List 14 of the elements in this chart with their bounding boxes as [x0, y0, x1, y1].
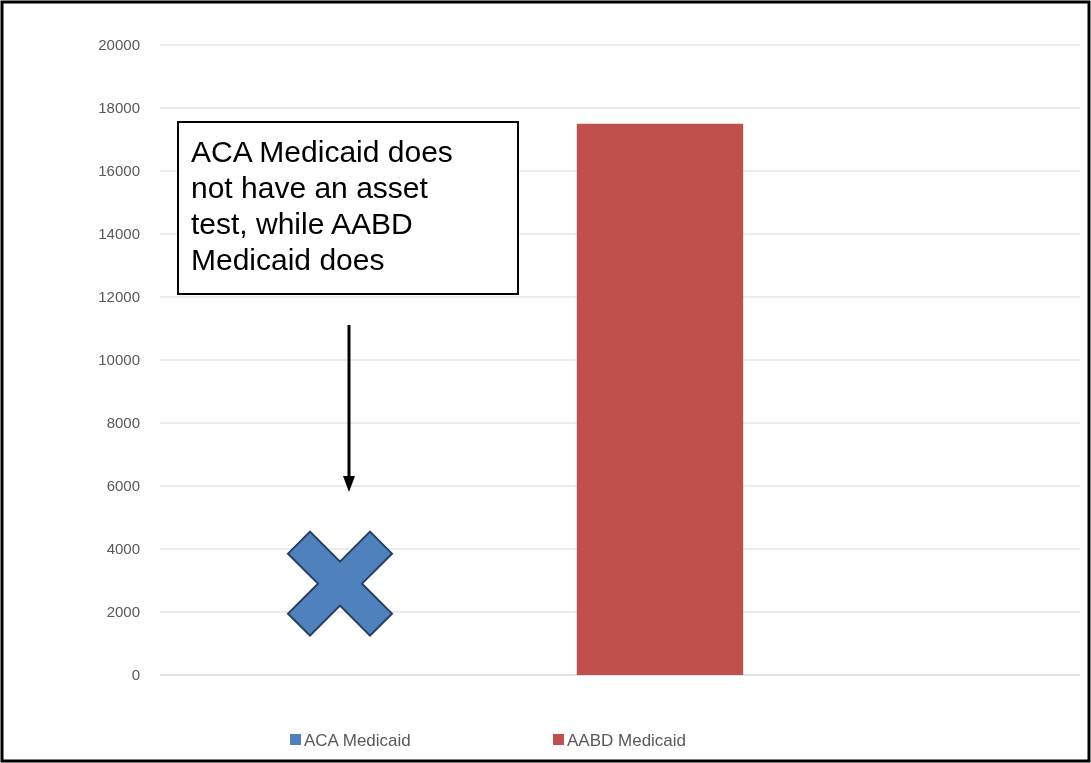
y-tick-label: 8000 [106, 414, 140, 432]
legend-label: ACA Medicaid [304, 730, 411, 750]
annotation: ACA Medicaid does not have an asset test, while AABD Medicaid does [191, 135, 453, 276]
y-tick-label: 2000 [106, 603, 140, 621]
y-tick-label: 16000 [98, 162, 140, 180]
y-tick-label: 20000 [98, 36, 140, 54]
legend-label: AABD Medicaid [567, 730, 687, 750]
y-tick-label: 14000 [98, 225, 140, 243]
y-tick-label: 10000 [98, 351, 140, 369]
y-tick-label: 6000 [106, 477, 140, 495]
y-tick-label: 0 [131, 666, 140, 684]
y-tick-label: 18000 [98, 99, 140, 117]
y-tick-label: 12000 [98, 288, 140, 306]
y-tick-label: 4000 [106, 540, 140, 558]
